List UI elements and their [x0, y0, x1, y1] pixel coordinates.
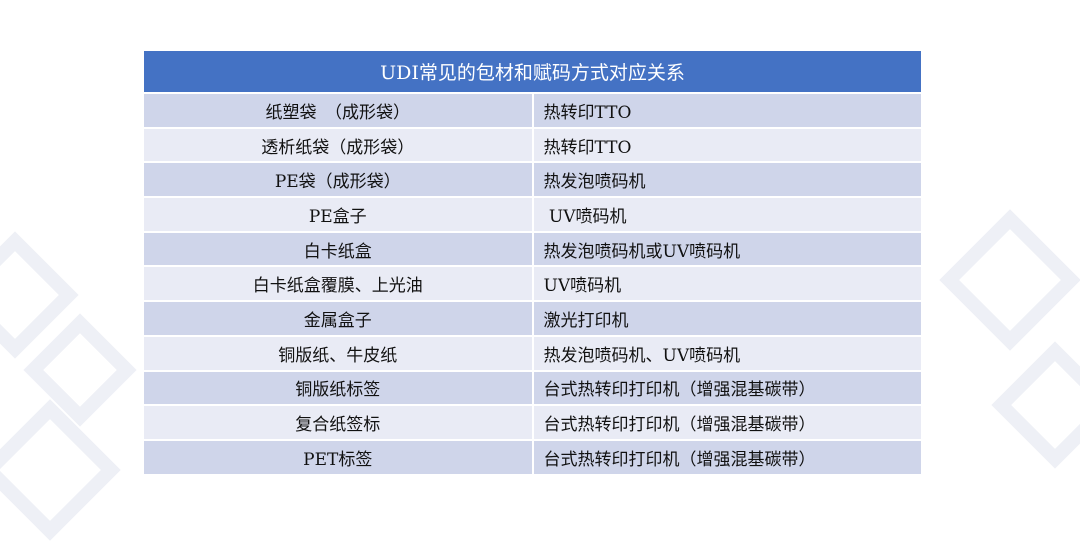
coding-method-cell: 热转印TTO	[532, 127, 921, 164]
coding-method-cell: 热转印TTO	[532, 93, 921, 129]
material-cell: 复合纸签标	[144, 405, 534, 441]
material-cell: PE盒子	[144, 197, 534, 233]
material-cell: 透析纸袋（成形袋）	[144, 127, 534, 164]
table-row: PE盒子 UV喷码机	[144, 197, 921, 233]
material-cell: 白卡纸盒覆膜、上光油	[144, 266, 534, 303]
background-pattern	[0, 399, 121, 541]
material-cell: 铜版纸、牛皮纸	[144, 335, 534, 372]
material-cell: PET标签	[144, 439, 534, 476]
table-row: PE袋（成形袋） 热发泡喷码机	[144, 162, 921, 199]
coding-method-cell: 热发泡喷码机或UV喷码机	[532, 231, 921, 268]
table-row: 透析纸袋（成形袋） 热转印TTO	[144, 127, 921, 164]
coding-method-cell: UV喷码机	[532, 197, 921, 233]
material-cell: 金属盒子	[144, 301, 534, 337]
table-row: 纸塑袋 （成形袋） 热转印TTO	[144, 93, 921, 129]
table-row: 铜版纸标签 台式热转印打印机（增强混基碳带）	[144, 370, 921, 407]
table-title: UDI常见的包材和赋码方式对应关系	[144, 51, 921, 94]
material-cell: PE袋（成形袋）	[144, 162, 534, 199]
coding-method-cell: UV喷码机	[532, 266, 921, 303]
material-cell: 白卡纸盒	[144, 231, 534, 268]
coding-method-cell: 热发泡喷码机	[532, 162, 921, 199]
coding-method-cell: 热发泡喷码机、UV喷码机	[532, 335, 921, 372]
coding-method-cell: 激光打印机	[532, 301, 921, 337]
table-row: 白卡纸盒覆膜、上光油 UV喷码机	[144, 266, 921, 303]
table-row: PET标签 台式热转印打印机（增强混基碳带）	[144, 439, 921, 476]
background-pattern	[939, 209, 1080, 351]
table-row: 白卡纸盒 热发泡喷码机或UV喷码机	[144, 231, 921, 268]
table-row: 复合纸签标 台式热转印打印机（增强混基碳带）	[144, 405, 921, 441]
background-pattern	[991, 341, 1080, 469]
table-row: 金属盒子 激光打印机	[144, 301, 921, 337]
coding-method-cell: 台式热转印打印机（增强混基碳带）	[532, 405, 921, 441]
packaging-coding-table: UDI常见的包材和赋码方式对应关系 纸塑袋 （成形袋） 热转印TTO 透析纸袋（成形…	[144, 51, 921, 476]
material-cell: 纸塑袋 （成形袋）	[144, 93, 534, 129]
coding-method-cell: 台式热转印打印机（增强混基碳带）	[532, 439, 921, 476]
table-row: 铜版纸、牛皮纸 热发泡喷码机、UV喷码机	[144, 335, 921, 372]
material-cell: 铜版纸标签	[144, 370, 534, 407]
coding-method-cell: 台式热转印打印机（增强混基碳带）	[532, 370, 921, 407]
